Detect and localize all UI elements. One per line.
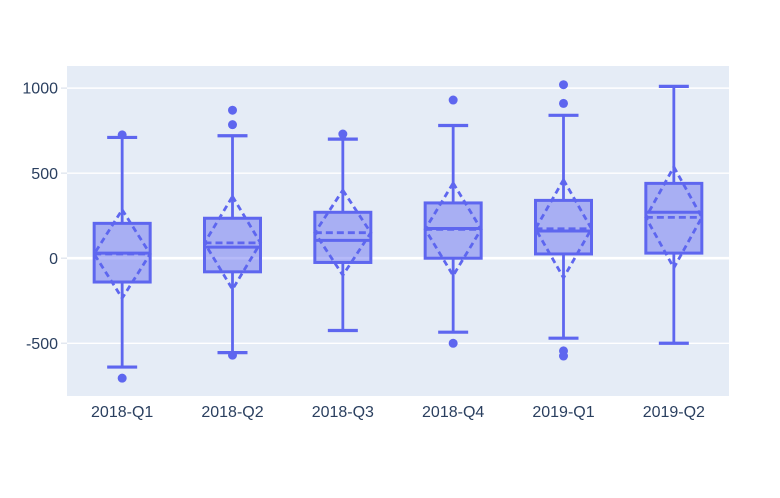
sd-diamond xyxy=(313,187,373,278)
plot-background xyxy=(67,66,729,396)
sd-diamond xyxy=(644,163,704,271)
y-tick-label: -500 xyxy=(26,336,58,353)
sd-diamond xyxy=(92,207,152,301)
outlier-point[interactable] xyxy=(117,130,127,140)
sd-diamond xyxy=(533,176,594,281)
x-tick-label: 2018-Q2 xyxy=(201,404,263,421)
outlier-point[interactable] xyxy=(338,129,348,139)
x-tick-label: 2018-Q4 xyxy=(422,404,484,421)
box-group-2019-Q2[interactable] xyxy=(644,84,704,345)
sd-diamond xyxy=(202,193,263,293)
x-tick-label: 2019-Q1 xyxy=(532,404,594,421)
box-group-2018-Q2[interactable] xyxy=(202,105,263,360)
outlier-point[interactable] xyxy=(559,351,568,361)
box-group-2019-Q1[interactable] xyxy=(533,80,594,361)
outlier-point[interactable] xyxy=(228,105,237,115)
outlier-point[interactable] xyxy=(559,80,568,90)
outlier-point[interactable] xyxy=(448,95,458,105)
outlier-point[interactable] xyxy=(559,98,568,108)
x-tick-label: 2019-Q2 xyxy=(643,404,705,421)
iqr-box[interactable] xyxy=(534,198,593,256)
x-tick-label: 2018-Q1 xyxy=(91,404,153,421)
outlier-point[interactable] xyxy=(117,373,127,383)
y-tick-label: 1000 xyxy=(22,81,58,98)
box-group-2018-Q1[interactable] xyxy=(92,130,152,383)
x-tick-label: 2018-Q3 xyxy=(312,404,374,421)
iqr-box[interactable] xyxy=(203,216,262,274)
y-tick-label: 500 xyxy=(31,166,58,183)
sd-diamond xyxy=(423,180,483,279)
box-group-2018-Q4[interactable] xyxy=(423,95,483,348)
outlier-point[interactable] xyxy=(228,350,237,360)
iqr-box[interactable] xyxy=(313,210,373,264)
outlier-point[interactable] xyxy=(448,338,458,348)
y-tick-label: 0 xyxy=(49,251,58,268)
outlier-point[interactable] xyxy=(228,120,237,130)
box-group-2018-Q3[interactable] xyxy=(313,129,373,333)
